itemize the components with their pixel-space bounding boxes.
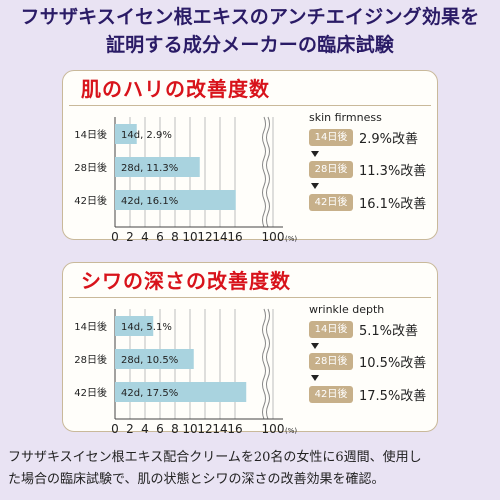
title-divider [69,105,431,106]
improvement-value: 11.3%改善 [359,164,427,179]
arrow-down-icon [311,183,319,189]
x-tick-label: 0 [111,422,119,436]
bar-data-label: 42d, 16.1% [121,196,178,207]
result-row: 42日後 16.1%改善 [309,194,427,212]
headline: フサザキスイセン根エキスのアンチエイジング効果を 証明する成分メーカーの臨床試験 [0,0,500,59]
x-tick-label: 2 [126,230,134,244]
category-label: 42日後 [74,194,107,207]
result-row: 14日後 5.1%改善 [309,321,419,339]
x-tick-label: 14 [212,230,227,244]
result-row: 14日後 2.9%改善 [309,129,419,147]
arrow-down-icon [311,375,319,381]
x-tick-label: 12 [197,230,212,244]
x-unit-label: (%) [285,427,297,435]
improvement-value: 2.9%改善 [359,132,419,147]
bar [115,124,137,144]
x-tick-label: 6 [156,422,164,436]
metric-english-label: wrinkle depth [309,303,385,316]
result-row: 42日後 17.5%改善 [309,386,427,404]
category-label: 42日後 [74,386,107,399]
day-badge: 42日後 [309,386,353,403]
axis-break-mark [262,116,266,228]
x-unit-label: (%) [285,235,297,243]
footer-note: フサザキスイセン根エキス配合クリームを20名の女性に6週間、使用し た場合の臨床… [8,447,496,491]
category-label: 28日後 [74,353,107,366]
skin-firmness-chart: 14d, 2.9% 14日後 28d, 11.3% 28日後 42d, 16.1% 42日… [74,116,297,244]
panel-title: シワの深さの改善度数 [81,269,291,293]
bar-data-label: 28d, 10.5% [121,355,178,366]
headline-line-1: フサザキスイセン根エキスのアンチエイジング効果を [20,6,480,28]
improvement-value: 10.5%改善 [359,356,427,371]
axis-break-mark [266,308,270,420]
x-tick-label: 10 [182,422,197,436]
wrinkle-depth-panel: シワの深さの改善度数 14d, 5.1% 14日後 28d, 10.5% 28日後 42… [62,262,438,436]
x-tick-label: 100 [262,422,285,436]
day-badge: 28日後 [309,161,353,178]
headline-line-2: 証明する成分メーカーの臨床試験 [105,34,394,56]
footer-line-1: フサザキスイセン根エキス配合クリームを20名の女性に6週間、使用し [8,450,422,465]
footer-line-2: た場合の臨床試験で、肌の状態とシワの深さの改善効果を確認。 [8,472,385,487]
x-tick-label: 14 [212,422,227,436]
improvement-value: 17.5%改善 [359,389,427,404]
x-tick-label: 100 [262,230,285,244]
x-tick-label: 8 [171,422,179,436]
category-label: 14日後 [74,128,107,141]
bar [115,349,194,369]
bar-data-label: 28d, 11.3% [121,163,178,174]
x-tick-label: 6 [156,230,164,244]
arrow-down-icon [311,151,319,157]
result-row: 28日後 11.3%改善 [309,161,427,179]
bar-data-label: 42d, 17.5% [121,388,178,399]
improvement-value: 5.1%改善 [359,324,419,339]
day-badge: 42日後 [309,194,353,211]
skin-firmness-panel: 肌のハリの改善度数 14d, 2.9% 14日後 28d, 11.3% 28日後 42d… [62,70,438,244]
x-tick-label: 0 [111,230,119,244]
category-label: 28日後 [74,161,107,174]
x-tick-label: 16 [227,230,242,244]
x-tick-label: 12 [197,422,212,436]
result-row: 28日後 10.5%改善 [309,353,427,371]
x-tick-label: 10 [182,230,197,244]
arrow-down-icon [311,343,319,349]
day-badge: 14日後 [309,321,353,338]
axis-break-mark [262,308,266,420]
x-tick-label: 16 [227,422,242,436]
panel-title: 肌のハリの改善度数 [81,77,270,101]
bar [115,316,154,336]
x-tick-label: 4 [141,422,149,436]
metric-english-label: skin firmness [309,111,382,124]
improvement-value: 16.1%改善 [359,197,427,212]
bar [115,382,247,402]
day-badge: 28日後 [309,353,353,370]
axis-break-mark [266,116,270,228]
title-divider [69,297,431,298]
wrinkle-depth-chart: 14d, 5.1% 14日後 28d, 10.5% 28日後 42d, 17.5% 42日… [74,308,297,436]
bar [115,157,200,177]
x-tick-label: 8 [171,230,179,244]
bar-data-label: 14d, 5.1% [121,322,172,333]
day-badge: 14日後 [309,129,353,146]
x-tick-label: 4 [141,230,149,244]
category-label: 14日後 [74,320,107,333]
bar-data-label: 14d, 2.9% [121,130,172,141]
x-tick-label: 2 [126,422,134,436]
bar [115,190,236,210]
